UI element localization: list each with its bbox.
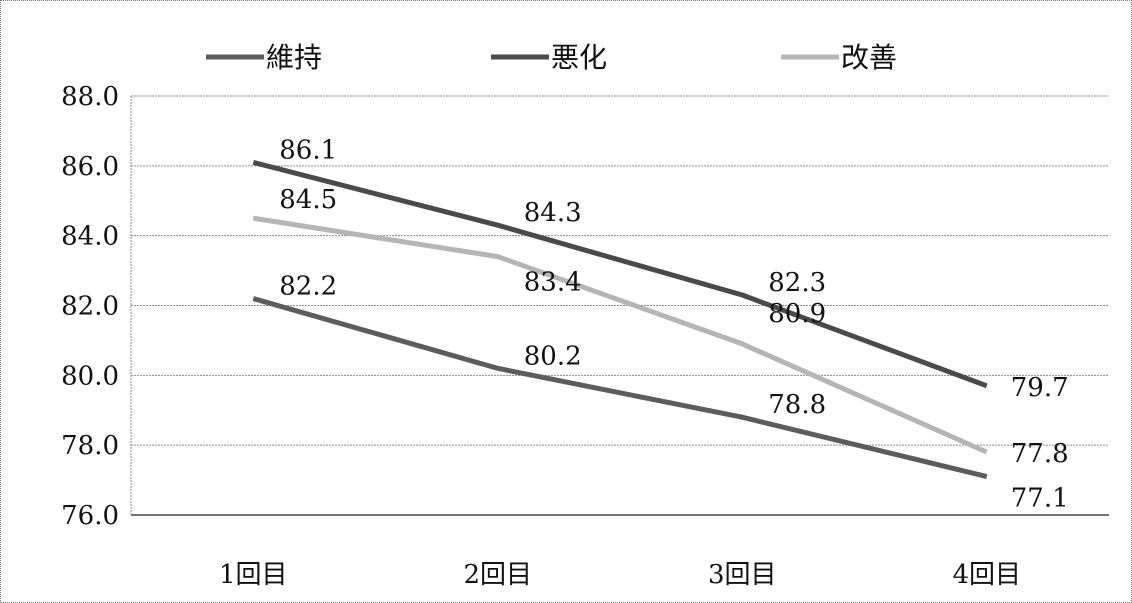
data-label: 78.8 bbox=[768, 390, 826, 420]
x-tick-label: 3回目 bbox=[708, 560, 777, 590]
data-label: 80.2 bbox=[524, 341, 582, 371]
legend-label: 改善 bbox=[841, 41, 897, 74]
y-tick-label: 82.0 bbox=[61, 292, 119, 322]
data-label: 82.3 bbox=[768, 268, 826, 298]
gridlines bbox=[131, 95, 1109, 516]
x-tick-label: 4回目 bbox=[952, 560, 1021, 590]
data-label: 82.2 bbox=[279, 272, 337, 302]
x-tick-label: 1回目 bbox=[219, 560, 288, 590]
x-tick-label: 2回目 bbox=[463, 560, 532, 590]
legend-label: 悪化 bbox=[551, 41, 607, 74]
series-lines bbox=[252, 159, 988, 480]
data-label: 77.1 bbox=[1011, 484, 1069, 514]
y-tick-label: 80.0 bbox=[61, 361, 119, 391]
y-tick-label: 76.0 bbox=[61, 501, 119, 531]
data-labels: 82.2 80.2 78.8 77.1 86.1 84.3 82.3 79.7 84.5 83.4… bbox=[279, 135, 1068, 513]
data-label: 79.7 bbox=[1011, 373, 1069, 403]
axes: 76.0 78.0 80.0 82.0 84.0 86.0 88.0 1回目 2回目 3回目 4回目 bbox=[61, 82, 1021, 590]
y-tick-label: 84.0 bbox=[61, 222, 119, 252]
data-label: 86.1 bbox=[279, 135, 337, 165]
series-line-1 bbox=[252, 296, 988, 480]
data-label: 84.5 bbox=[279, 185, 337, 215]
legend-label: 維持 bbox=[266, 41, 322, 74]
legend: 維持 悪化 改善 bbox=[206, 41, 897, 74]
y-tick-label: 86.0 bbox=[61, 152, 119, 182]
data-label: 77.8 bbox=[1011, 439, 1069, 469]
y-tick-label: 78.0 bbox=[61, 431, 119, 461]
y-tick-label: 88.0 bbox=[61, 82, 119, 112]
series-line-2 bbox=[252, 159, 988, 389]
data-label: 84.3 bbox=[524, 198, 582, 228]
series-line-3 bbox=[252, 215, 988, 455]
data-label: 83.4 bbox=[524, 268, 582, 298]
data-label: 80.9 bbox=[768, 299, 826, 329]
